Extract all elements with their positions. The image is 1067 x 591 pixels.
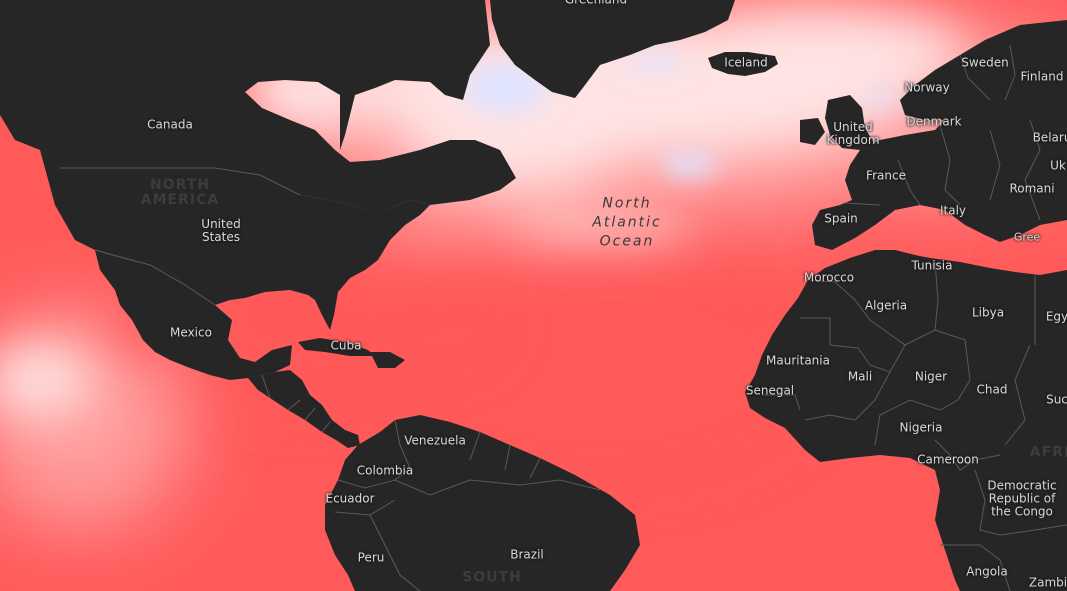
landmass-mexico bbox=[95, 250, 292, 380]
border-niger-chad bbox=[934, 329, 971, 401]
border-france-neighbors bbox=[897, 159, 921, 206]
border-mexico-guatemala bbox=[261, 374, 271, 399]
landmass-central-america bbox=[248, 370, 360, 448]
landmass-africa bbox=[745, 250, 1067, 591]
borders-layer bbox=[60, 44, 1067, 591]
border-mali-niger bbox=[857, 344, 906, 373]
border-angola bbox=[940, 544, 1011, 591]
border-europe-east bbox=[939, 119, 1041, 221]
border-west-africa bbox=[762, 371, 959, 446]
landmass-europe-asia bbox=[812, 20, 1067, 250]
border-colombia-ecuador bbox=[337, 479, 396, 489]
border-morocco-algeria bbox=[807, 279, 871, 321]
landmass-cuba bbox=[298, 338, 375, 356]
border-colombia-venezuela bbox=[394, 419, 411, 481]
landmass-greenland bbox=[490, 0, 735, 98]
border-nigeria-cameroon bbox=[934, 439, 1001, 471]
landmass-canada bbox=[0, 0, 516, 210]
border-spain-france bbox=[844, 202, 881, 206]
landmass-iceland bbox=[708, 52, 778, 76]
landmass-united-states bbox=[40, 150, 430, 330]
border-mauritania-mali bbox=[800, 317, 859, 349]
border-us-canada bbox=[60, 167, 301, 196]
border-chad-sudan bbox=[1004, 344, 1031, 446]
landmass-great-britain bbox=[825, 95, 875, 150]
border-brazil bbox=[369, 479, 601, 591]
border-congo bbox=[974, 469, 1067, 536]
landmass-ireland bbox=[800, 118, 825, 145]
landmass-south-america bbox=[325, 415, 640, 591]
landmass-hispaniola bbox=[370, 352, 405, 368]
border-norway-sweden bbox=[959, 44, 1016, 101]
border-venezuela-guyana bbox=[469, 431, 541, 479]
border-algeria-libya bbox=[934, 261, 939, 331]
border-us-mexico bbox=[94, 249, 216, 306]
landmass-canada-islands bbox=[0, 0, 300, 42]
border-central-america bbox=[287, 399, 331, 433]
